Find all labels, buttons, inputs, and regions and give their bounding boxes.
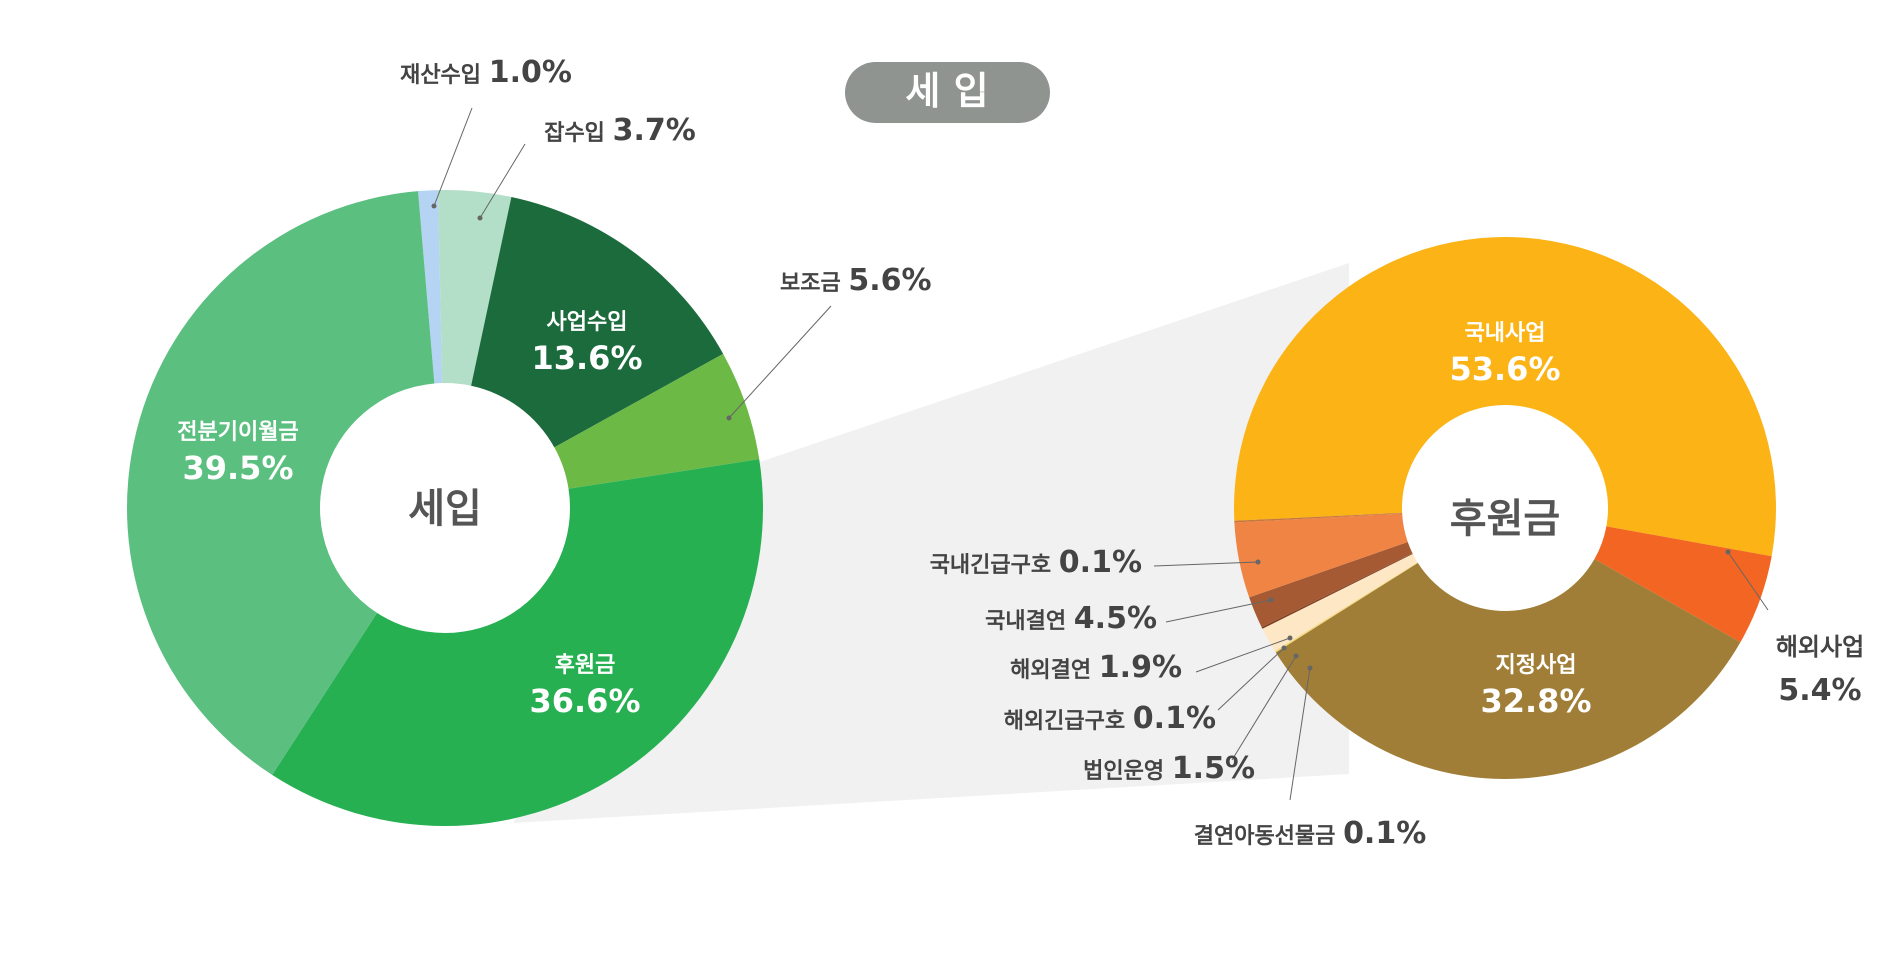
pie1-slice-0 [418,190,443,384]
pie2-leader-3 [1289,667,1311,801]
pie1-label-1: 잡수입 3.7% [544,113,696,148]
pie2-leader-dot-7 [1268,597,1274,603]
pie1-leader-1 [479,143,526,219]
pie2-value-2: 32.8% [1480,682,1591,720]
pie1-leader-dot-3 [726,415,732,421]
pie2-center-label: 후원금 [1450,496,1560,542]
pie2-center: 후원금 [1450,496,1560,542]
pie1-slice-2 [471,197,724,448]
pie1-leader-0 [433,107,473,207]
pie2-leader-dot-5 [1281,645,1287,651]
pie2-leader-8 [1153,561,1259,567]
chart-title: 세 입 [905,69,988,113]
pie2-label-7: 국내결연 4.5% [985,601,1157,636]
pie2-label-1: 해외사업 [1776,633,1864,661]
pie2-slice-0 [1234,236,1777,557]
pie2-leader-6 [1195,637,1291,673]
pie2-slice-6 [1249,541,1413,628]
pie1-slice-4 [272,459,763,826]
pie1-label-0: 재산수입 1.0% [400,55,572,90]
pie2-leader-dot-6 [1287,635,1293,641]
pie1-slice-1 [437,190,512,386]
pie2-value-1: 5.4% [1778,673,1861,708]
pie2-leader-7 [1165,599,1272,623]
pie2-slice-8 [1234,512,1403,523]
pie2-label-2: 지정사업 [1496,653,1577,678]
pie2-label-0: 국내사업 [1465,321,1546,346]
pie2-leader-5 [1217,647,1285,711]
pie1-slice-3 [554,353,760,489]
pie2-slice-3 [1274,562,1418,653]
pie1-value-4: 36.6% [529,682,640,720]
donation-pie [1234,236,1777,780]
pie1-leader-3 [728,305,832,419]
pie1-center-label: 세입 [408,486,482,532]
pie1-leader-dot-1 [477,215,483,221]
pie2-leader-dot-3 [1307,665,1313,671]
pie2-hole [1403,406,1607,610]
pie2-leader-dot-4 [1293,653,1299,659]
pie1-value-5: 39.5% [182,449,293,487]
pie2-slice-7 [1234,513,1408,598]
pie2-label-3: 결연아동선물금 0.1% [1194,816,1427,851]
pie2-slice-4 [1262,553,1418,652]
pie1-label-2: 사업수입 [547,310,628,335]
pie1-hole [321,384,569,632]
pie2-leader-4 [1231,655,1297,761]
pie1-value-2: 13.6% [531,339,642,377]
pie1-leader-dot-0 [431,203,437,209]
pie2-slice-1 [1594,526,1772,643]
pie2-label-5: 해외긴급구호 0.1% [1004,701,1216,736]
pie2-value-0: 53.6% [1449,350,1560,388]
revenue-pie [127,190,763,826]
pie2-label-4: 법인운영 1.5% [1083,751,1255,786]
pie-connector-band [513,263,1349,823]
pie2-leader-dot-8 [1255,559,1261,565]
title-pill: 세 입 [845,62,1050,123]
pie1-center: 세입 [408,486,482,532]
pie2-slice-5 [1261,553,1413,629]
pie1-slice-5 [127,191,435,775]
pie2-label-6: 해외결연 1.9% [1010,650,1182,685]
pie1-label-3: 보조금 5.6% [780,263,932,298]
pie2-slice-2 [1275,559,1741,780]
pie1-label-5: 전분기이월금 [177,420,298,445]
pie1-label-4: 후원금 [555,653,616,678]
slice-labels: 재산수입 1.0% 잡수입 3.7% 사업수입 13.6% 보조금 5.6% 후원금 36.… [177,55,1864,851]
pie2-label-8: 국내긴급구호 0.1% [930,545,1142,580]
pie2-leader-dot-1 [1725,549,1731,555]
pie2-leader-1 [1727,551,1769,611]
